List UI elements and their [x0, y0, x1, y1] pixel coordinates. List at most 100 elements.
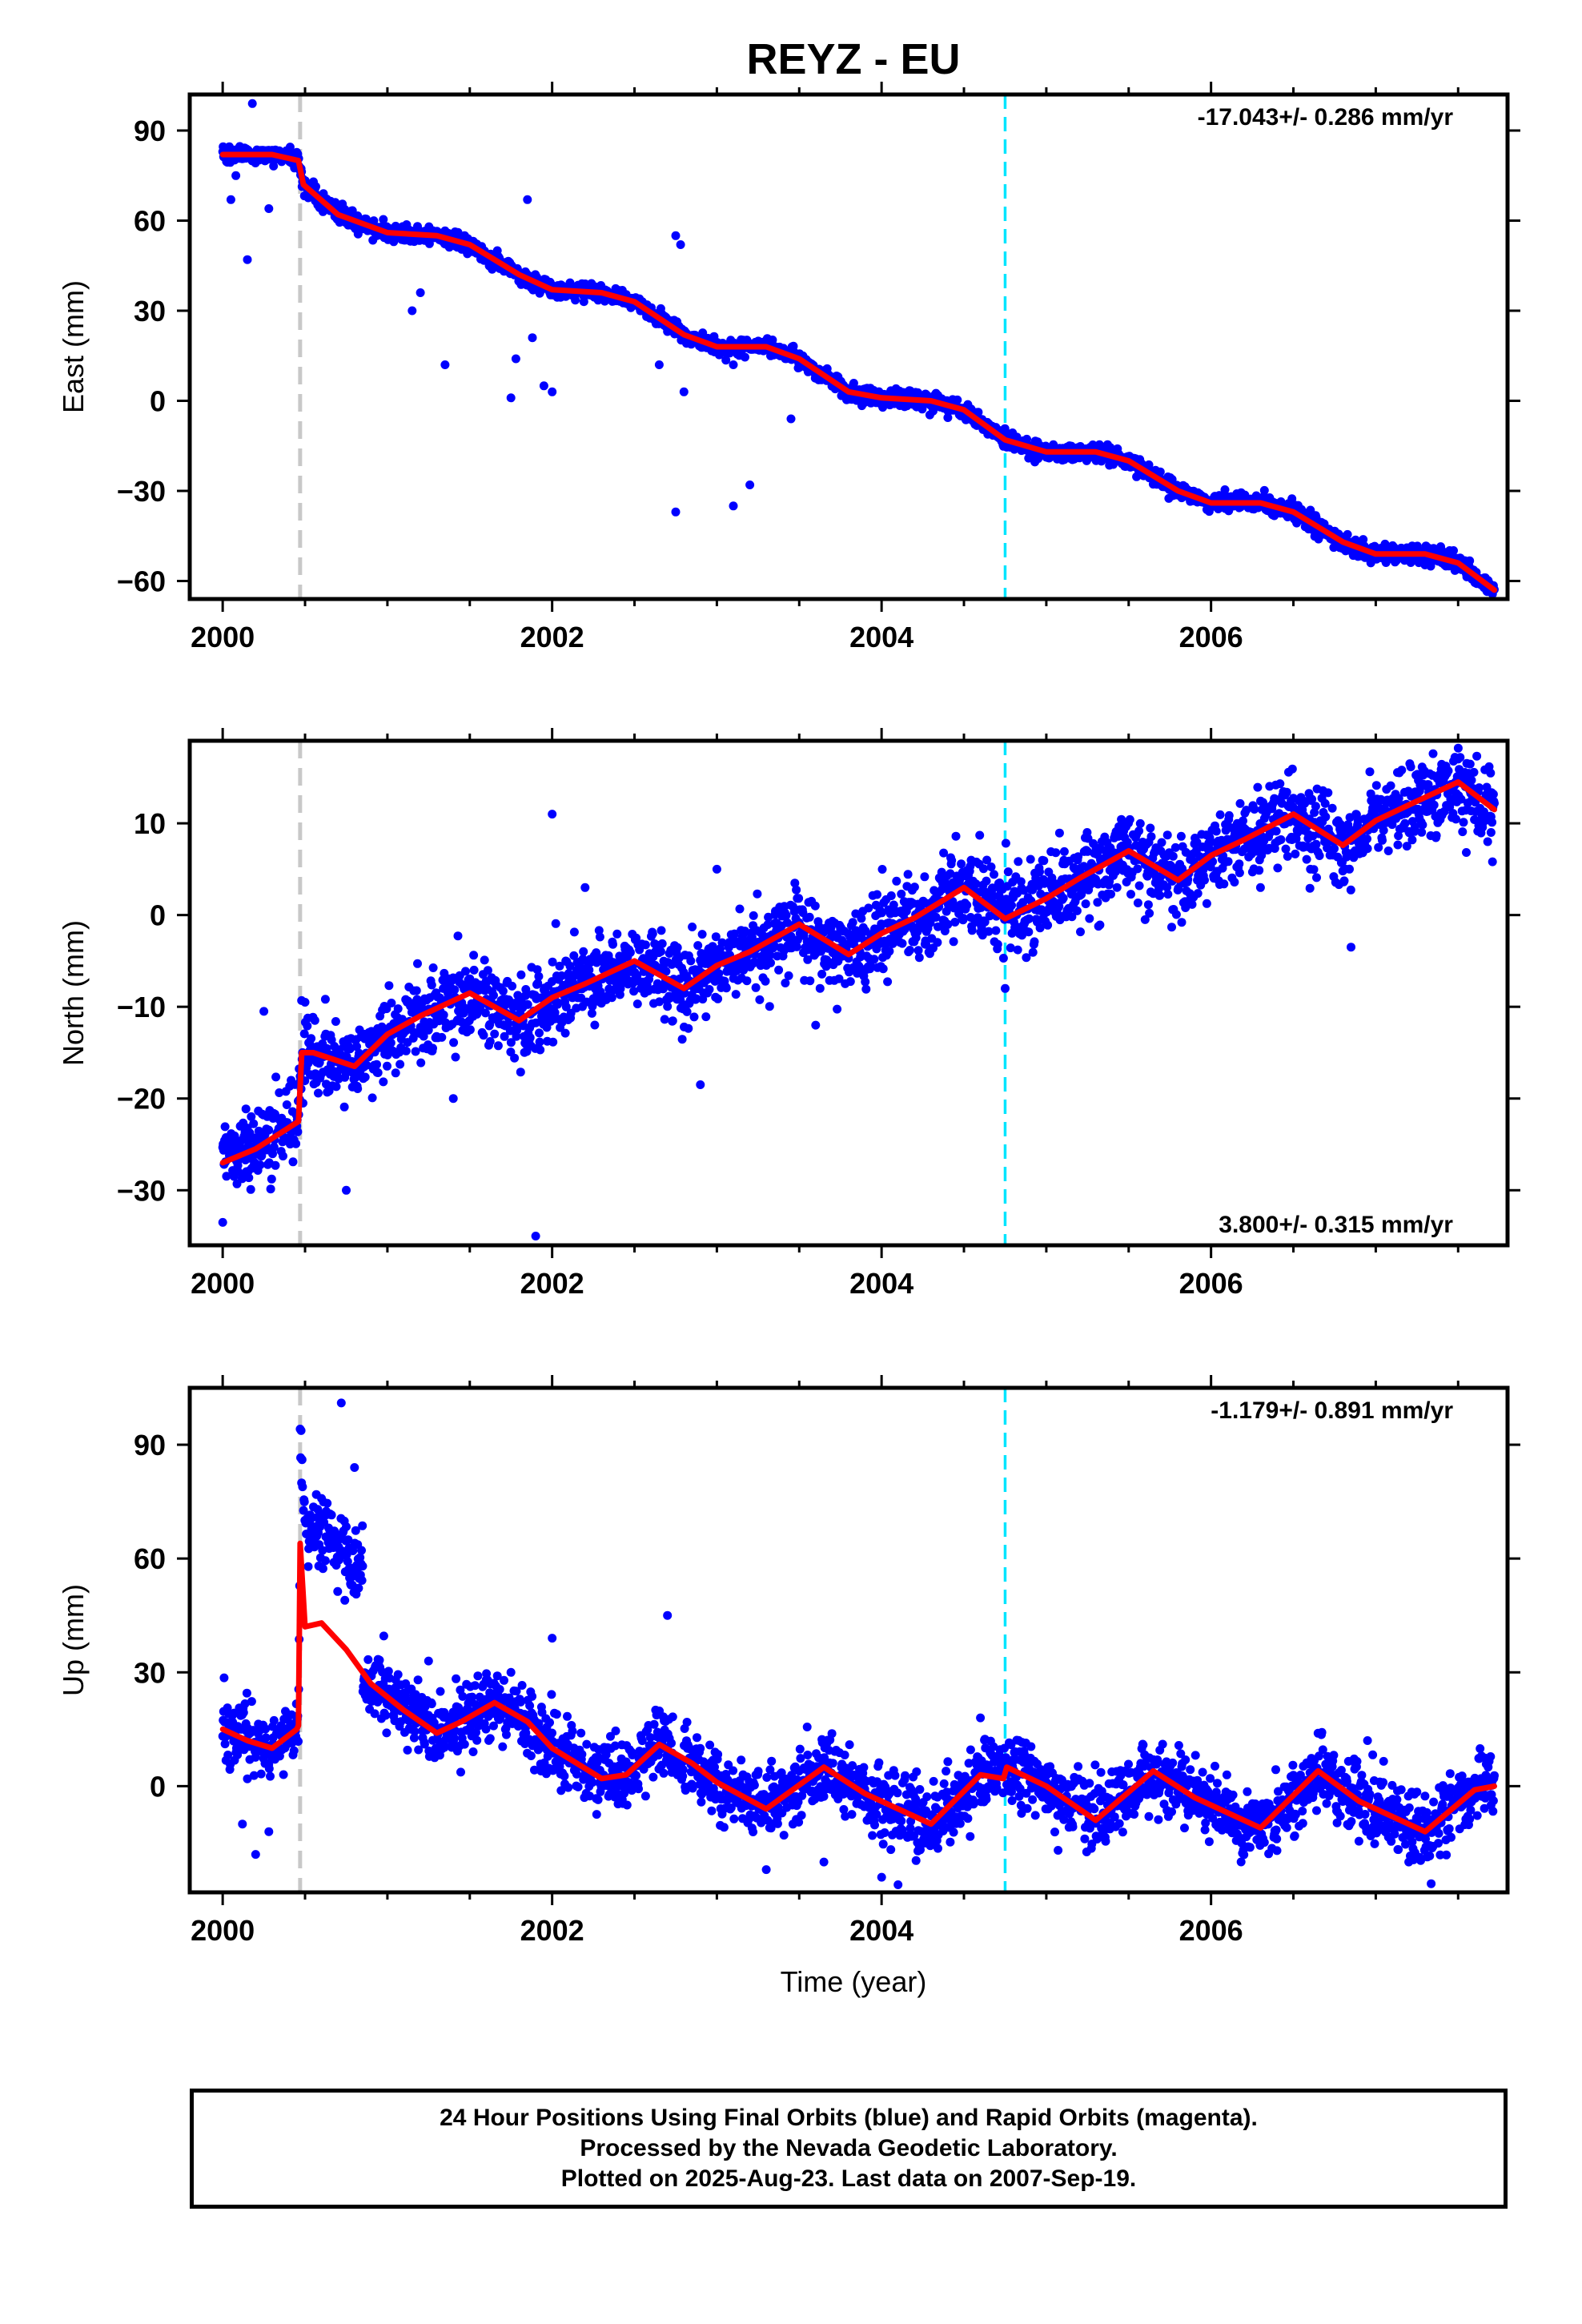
velocity-label: -17.043+/- 0.286 mm/yr [1198, 104, 1454, 131]
data-point [1253, 782, 1263, 792]
data-point [1465, 556, 1475, 565]
data-point [1305, 883, 1315, 893]
data-point [1081, 899, 1090, 909]
data-point [1001, 838, 1010, 848]
data-point [396, 1059, 405, 1069]
data-point [1363, 834, 1371, 843]
data-point [428, 1043, 437, 1053]
data-point [817, 969, 827, 979]
data-point [1230, 878, 1239, 887]
data-point [933, 938, 942, 947]
data-point [383, 1061, 391, 1071]
data-point [1271, 826, 1281, 836]
data-point [946, 869, 955, 879]
data-point [950, 918, 960, 927]
data-point [485, 1037, 495, 1046]
data-point [587, 1008, 596, 1018]
data-point [749, 911, 758, 920]
x-tick-label: 2000 [191, 621, 255, 653]
data-point [1383, 846, 1393, 855]
data-point [387, 999, 396, 1007]
data-point [508, 981, 517, 991]
data-point [974, 408, 983, 417]
data-point [608, 939, 617, 949]
data-point [1200, 875, 1209, 885]
data-point [307, 1034, 316, 1043]
data-point [1276, 835, 1286, 844]
data-point [1135, 818, 1145, 828]
data-point [267, 1174, 276, 1184]
data-point [1393, 840, 1403, 850]
data-point [504, 1019, 513, 1028]
data-point [1035, 867, 1044, 877]
data-point [451, 1052, 460, 1062]
data-point [660, 1015, 669, 1024]
data-point [1224, 810, 1234, 820]
data-point [1273, 863, 1283, 873]
outlier-point [506, 393, 516, 403]
data-point [705, 985, 714, 994]
data-point [673, 943, 682, 952]
data-point [990, 870, 998, 879]
data-point [222, 1172, 231, 1181]
data-point [632, 933, 641, 943]
data-point [571, 296, 580, 305]
data-point [244, 1173, 254, 1183]
data-point [1181, 847, 1191, 857]
data-point [379, 215, 388, 224]
data-point [561, 1002, 571, 1011]
data-point [1133, 899, 1142, 907]
data-point [534, 971, 544, 981]
data-point [721, 356, 731, 365]
data-point [661, 967, 671, 976]
data-point [469, 965, 479, 975]
data-point [362, 1060, 371, 1070]
data-point [1345, 864, 1354, 874]
data-point [293, 1127, 303, 1136]
data-point [1379, 826, 1388, 835]
data-point [878, 964, 888, 974]
data-point [663, 1002, 673, 1011]
data-point [1146, 832, 1156, 842]
data-point [1024, 927, 1034, 937]
data-point [805, 976, 815, 986]
data-point [1323, 788, 1333, 798]
data-point [1134, 881, 1144, 891]
data-point [469, 951, 479, 960]
data-point [1275, 779, 1285, 789]
data-point [1187, 899, 1197, 909]
data-point [1051, 848, 1061, 858]
data-point [1312, 873, 1321, 883]
data-point [721, 983, 731, 993]
data-point [449, 1038, 459, 1047]
data-point [962, 900, 972, 910]
data-point [594, 926, 604, 935]
outlier-point [671, 231, 681, 240]
data-point [401, 1046, 411, 1055]
data-point [753, 889, 762, 899]
plot-frame [187, 92, 1510, 601]
data-point [616, 984, 625, 994]
data-point [314, 1088, 323, 1098]
data-point [231, 1134, 240, 1144]
data-point [953, 395, 962, 404]
data-point [766, 958, 775, 967]
data-point [411, 1047, 420, 1056]
data-point [655, 997, 665, 1007]
data-point [886, 891, 896, 900]
data-point [490, 1029, 500, 1039]
data-point [1054, 828, 1064, 838]
data-point [917, 404, 927, 414]
data-point [959, 914, 968, 923]
data-point [525, 1033, 535, 1043]
data-point [412, 986, 421, 995]
data-point [784, 971, 793, 980]
data-point [1022, 953, 1031, 963]
data-point [1320, 798, 1330, 808]
data-point [1309, 865, 1319, 875]
data-point [373, 1068, 383, 1077]
data-point [241, 1104, 251, 1114]
data-point [595, 932, 604, 942]
data-point [579, 947, 588, 956]
